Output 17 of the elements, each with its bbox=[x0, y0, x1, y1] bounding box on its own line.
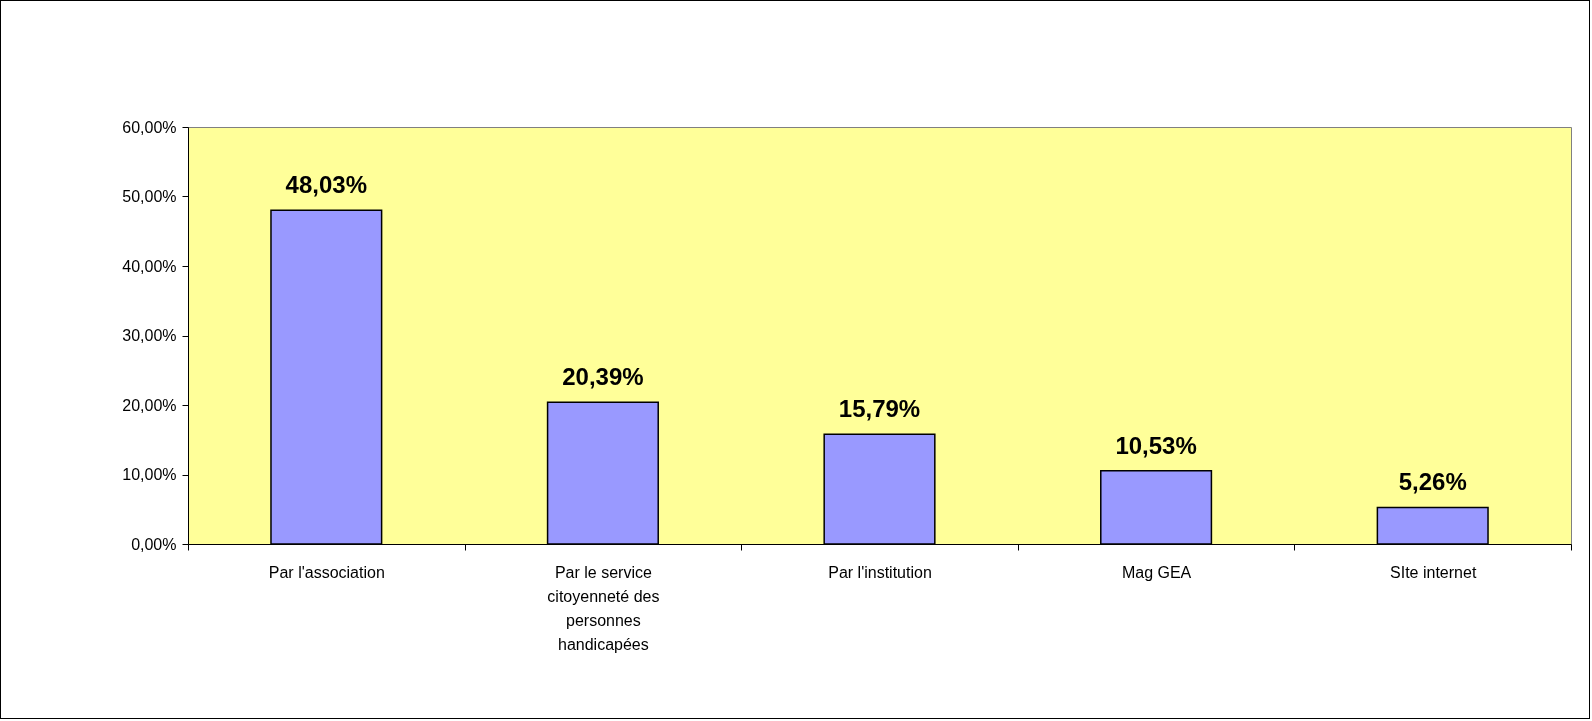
y-tick-label: 60,00% bbox=[122, 118, 177, 136]
data-label: 48,03% bbox=[285, 171, 367, 199]
data-label: 20,39% bbox=[562, 363, 644, 391]
y-tick-label: 0,00% bbox=[131, 535, 177, 553]
y-tick-label: 20,00% bbox=[122, 396, 177, 414]
y-tick-label: 40,00% bbox=[122, 257, 177, 275]
x-tick-label: Par l'association bbox=[268, 563, 385, 581]
data-label: 10,53% bbox=[1115, 431, 1197, 459]
data-label: 5,26% bbox=[1398, 468, 1467, 496]
x-tick-label: SIte internet bbox=[1390, 563, 1477, 581]
y-tick-label: 30,00% bbox=[122, 327, 177, 344]
x-tick-label: Par l'institution bbox=[828, 563, 932, 581]
x-tick-label: Par le service citoyenneté des personnes handicapées bbox=[547, 563, 660, 653]
y-tick-label: 50,00% bbox=[122, 188, 177, 205]
y-tick-label: 10,00% bbox=[122, 466, 177, 483]
x-tick-label: Mag GEA bbox=[1121, 563, 1192, 581]
data-label: 15,79% bbox=[838, 395, 921, 423]
